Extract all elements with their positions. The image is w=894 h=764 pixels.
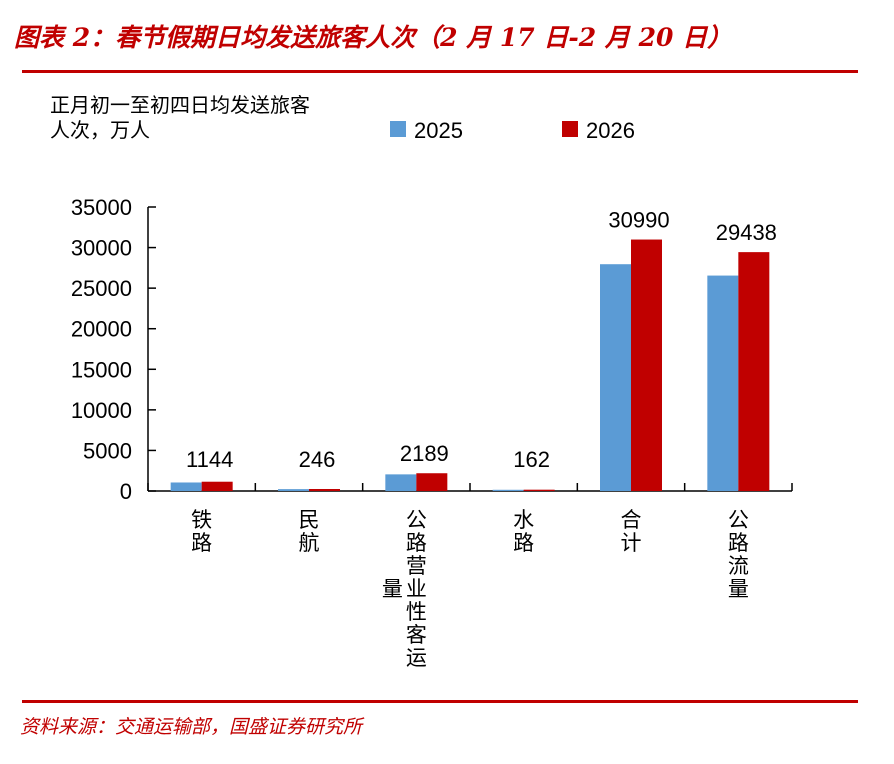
- legend-swatch-2025: [390, 121, 406, 137]
- legend-label-2025: 2025: [414, 118, 463, 143]
- title-rule: [22, 70, 858, 73]
- data-label: 2189: [400, 441, 449, 466]
- y-tick-label: 10000: [71, 398, 132, 423]
- data-labels: 1144 246 2189 162 30990 29438: [186, 208, 777, 472]
- source-rule: [22, 700, 858, 703]
- source-note: 资料来源：交通运输部，国盛证券研究所: [20, 716, 363, 738]
- x-tick-label-column: 公路营业性客运: [406, 509, 427, 670]
- data-label: 1144: [186, 447, 233, 472]
- y-tick-label: 20000: [71, 317, 132, 342]
- bar-2025-4: [600, 264, 631, 491]
- data-label: 246: [299, 447, 336, 472]
- bar-2025-2: [385, 474, 417, 491]
- x-tick-label: 水路: [513, 509, 534, 555]
- bars: [170, 239, 770, 491]
- y-tick-label: 5000: [83, 438, 132, 463]
- bar-2025-1: [278, 489, 309, 491]
- bar-2026-4: [631, 239, 662, 491]
- y-tick-label: 15000: [71, 357, 132, 382]
- x-tick-label-column: 合计: [621, 509, 642, 555]
- bar-2026-5: [738, 252, 770, 491]
- bar-2025-3: [492, 489, 524, 491]
- y-tick-label: 35000: [71, 195, 132, 220]
- x-tick-label: 民航: [299, 509, 320, 555]
- data-label: 29438: [716, 220, 777, 245]
- y-tick-label: 30000: [71, 236, 132, 261]
- y-tick-label: 0: [120, 479, 132, 504]
- x-tick-label: 合计: [621, 509, 642, 555]
- figure-title: 图表 2：春节假期日均发送旅客人次（2 月 17 日-2 月 20 日）: [14, 23, 733, 52]
- x-tick-label-column: 铁路: [191, 509, 212, 555]
- y-axis-title-line: 人次，万人: [50, 119, 150, 142]
- data-label: 162: [513, 447, 550, 472]
- bar-2026-1: [309, 489, 340, 491]
- y-axis-title-line: 正月初一至初四日均发送旅客: [50, 94, 310, 117]
- data-label: 30990: [608, 208, 669, 233]
- legend-swatch-2026: [562, 121, 578, 137]
- bar-2026-0: [201, 481, 233, 491]
- chart-legend: 2025 2026: [390, 118, 635, 143]
- x-tick-label-column: 民航: [299, 509, 320, 555]
- x-tick-label: 公路流量: [728, 509, 749, 601]
- x-tick-label: 铁路: [191, 509, 212, 555]
- bar-2025-0: [170, 482, 202, 491]
- x-tick-label-column: 量: [382, 578, 403, 601]
- bar-2026-3: [523, 489, 555, 491]
- x-tick-label-column: 水路: [513, 509, 534, 555]
- bar-2025-5: [707, 275, 739, 491]
- x-tick-label-column: 公路流量: [728, 509, 749, 601]
- y-tick-label: 25000: [71, 276, 132, 301]
- bar-2026-2: [416, 473, 448, 491]
- legend-label-2026: 2026: [586, 118, 635, 143]
- axes: 0 5000 10000 15000 20000 25000 30000 35000: [71, 195, 793, 504]
